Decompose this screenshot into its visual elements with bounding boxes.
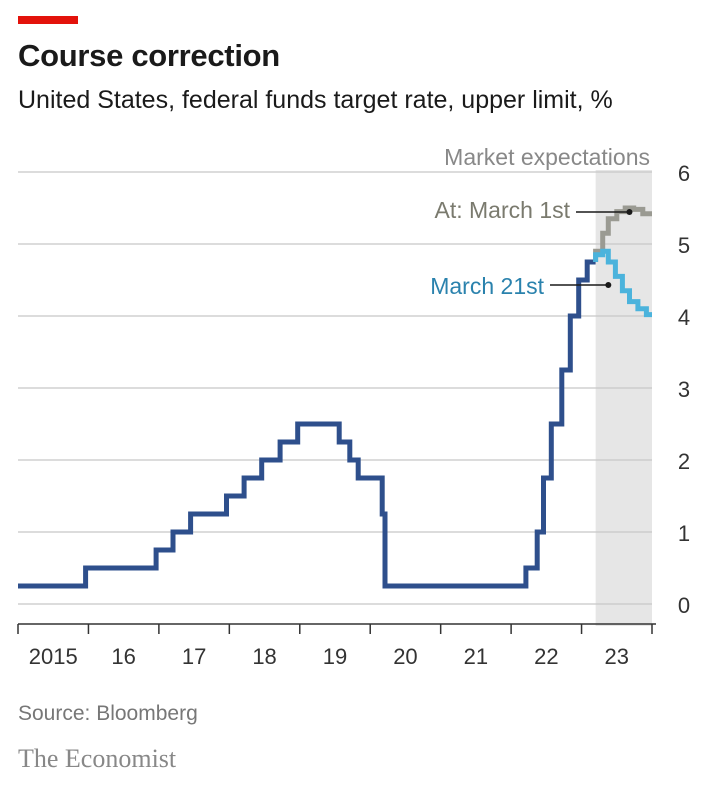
- series-line-march-21st: [593, 248, 652, 318]
- accent-bar: [18, 16, 78, 24]
- leader-dot-march-1st: [626, 209, 633, 215]
- x-tick-label: 16: [111, 644, 135, 669]
- chart-subtitle: United States, federal funds target rate…: [18, 86, 613, 114]
- y-tick-label: 4: [678, 305, 690, 330]
- x-tick-label: 20: [393, 644, 417, 669]
- annotation-market-expectations: Market expectations: [444, 144, 650, 170]
- x-tick-label: 17: [182, 644, 206, 669]
- y-tick-label: 3: [678, 377, 690, 402]
- chart-title: Course correction: [18, 38, 280, 73]
- y-tick-label: 0: [678, 593, 690, 618]
- x-tick-label: 22: [534, 644, 558, 669]
- y-tick-label: 5: [678, 233, 690, 258]
- source-note: Source: Bloomberg: [18, 702, 198, 725]
- x-tick-label: 18: [252, 644, 276, 669]
- x-tick-label: 19: [323, 644, 347, 669]
- x-tick-label: 23: [605, 644, 629, 669]
- x-tick-label: 2015: [29, 644, 78, 669]
- x-tick-label: 21: [464, 644, 488, 669]
- leader-dot-march-21st: [605, 282, 612, 288]
- y-tick-label: 2: [678, 449, 690, 474]
- annotation-march-21st: March 21st: [430, 273, 544, 299]
- series-line-fed-funds-rate: [18, 259, 596, 589]
- publisher-logo: The Economist: [18, 744, 177, 773]
- y-tick-label: 1: [678, 521, 690, 546]
- annotation-march-1st: At: March 1st: [435, 197, 571, 223]
- y-tick-label: 6: [678, 161, 690, 186]
